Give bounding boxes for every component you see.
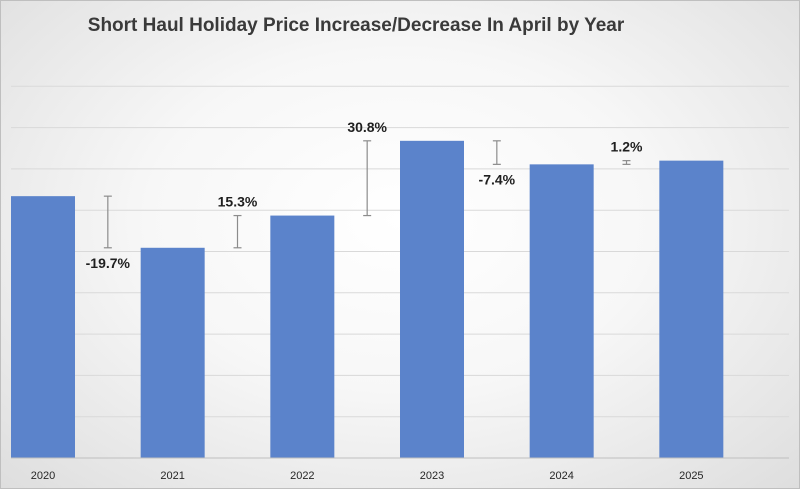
change-connector-4 [492, 140, 501, 165]
bars [11, 140, 724, 459]
change-label-3: 30.8% [347, 119, 387, 135]
bar-2024 [529, 164, 594, 458]
change-label-5: 1.2% [611, 139, 643, 155]
change-connector-3 [363, 140, 372, 217]
x-axis-ticks: 2020 2021 2022 2023 2024 2025 [31, 470, 704, 482]
tick-label-2023: 2023 [420, 470, 444, 482]
change-connector-2 [233, 214, 242, 249]
bar-2022 [270, 215, 335, 458]
bar-2021 [140, 247, 205, 458]
bar-2023 [400, 140, 464, 459]
tick-label-2024: 2024 [549, 470, 573, 482]
change-connector-5 [622, 160, 631, 165]
tick-label-2020: 2020 [31, 470, 55, 482]
tick-label-2022: 2022 [290, 470, 314, 482]
change-label-1: -19.7% [86, 255, 131, 271]
chart-title: Short Haul Holiday Price Increase/Decrea… [88, 15, 625, 36]
change-connector-1 [103, 195, 112, 249]
change-connectors [103, 140, 631, 249]
bar-2020 [11, 196, 75, 458]
bar-2025 [659, 160, 724, 458]
tick-label-2025: 2025 [679, 470, 703, 482]
change-labels: -19.7% 15.3% 30.8% -7.4% 1.2% [86, 119, 643, 271]
tick-label-2021: 2021 [160, 470, 184, 482]
change-label-4: -7.4% [479, 171, 516, 187]
change-label-2: 15.3% [218, 194, 258, 210]
